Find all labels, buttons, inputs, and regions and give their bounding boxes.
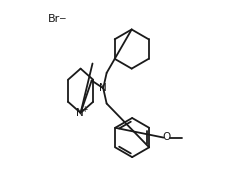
Text: N: N <box>76 108 83 118</box>
Text: N: N <box>98 83 106 93</box>
Text: Br: Br <box>48 14 61 24</box>
Text: −: − <box>58 13 66 22</box>
Text: O: O <box>162 132 171 142</box>
Text: +: + <box>81 105 88 114</box>
